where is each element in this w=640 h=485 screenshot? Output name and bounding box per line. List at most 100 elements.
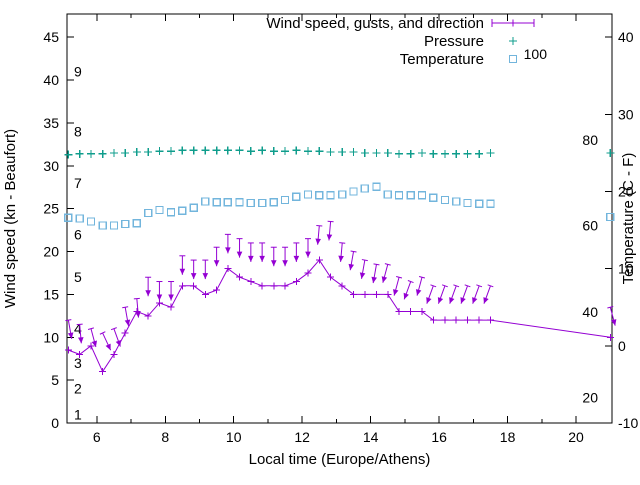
gust-arrow-head bbox=[326, 234, 333, 241]
gust-arrow-head bbox=[371, 276, 377, 284]
gust-arrow-head bbox=[105, 343, 111, 351]
temperature-point bbox=[486, 199, 495, 208]
temperature-point bbox=[315, 191, 324, 200]
gust-arrow-head bbox=[145, 290, 151, 297]
temperature-point bbox=[349, 187, 358, 196]
y-left-tick-label: 40 bbox=[43, 72, 59, 88]
temperature-point bbox=[360, 184, 369, 193]
legend-label: Wind speed, gusts, and direction bbox=[266, 15, 484, 32]
gust-arrow-head bbox=[449, 297, 455, 304]
temperature-point bbox=[246, 198, 255, 208]
temperature-point bbox=[212, 198, 221, 207]
gust-arrow-head bbox=[202, 273, 209, 280]
gust-arrow-head bbox=[392, 289, 399, 296]
temperature-point bbox=[440, 195, 450, 205]
gust-arrow-head bbox=[259, 255, 265, 262]
y-right-tick-label: 0 bbox=[618, 338, 626, 354]
fahrenheit-scale-label: 20 bbox=[582, 390, 598, 406]
gust-arrow-head bbox=[338, 255, 344, 262]
gust-arrow-head bbox=[236, 251, 243, 258]
plot-border bbox=[66, 13, 613, 424]
beaufort-scale-label: 1 bbox=[74, 406, 82, 422]
gust-arrow-head bbox=[472, 297, 478, 304]
temperature-point bbox=[189, 203, 198, 212]
gust-arrow-head bbox=[124, 319, 131, 326]
temperature-point bbox=[86, 217, 96, 226]
gust-arrow-head bbox=[179, 268, 186, 275]
gust-arrow-head bbox=[305, 251, 311, 258]
temperature-point bbox=[406, 191, 415, 200]
beaufort-scale-label: 8 bbox=[74, 123, 82, 139]
temperature-point bbox=[64, 213, 73, 222]
beaufort-scale-label: 9 bbox=[74, 63, 82, 79]
gust-arrow-cap bbox=[327, 220, 334, 223]
y-left-tick-label: 5 bbox=[51, 372, 59, 388]
gust-arrow-head bbox=[415, 289, 422, 296]
x-tick-label: 20 bbox=[568, 429, 584, 445]
gust-arrow-head bbox=[293, 255, 300, 262]
y-left-tick-label: 0 bbox=[51, 415, 59, 431]
gust-arrow-head bbox=[225, 247, 231, 254]
temperature-point bbox=[606, 212, 615, 222]
gust-arrow-head bbox=[115, 339, 121, 347]
temperature-point bbox=[280, 195, 290, 205]
gust-arrow-head bbox=[91, 340, 98, 348]
beaufort-scale-label: 3 bbox=[74, 355, 82, 371]
y-right-tick-label: -10 bbox=[618, 415, 638, 431]
y-left-tick-label: 30 bbox=[43, 158, 59, 174]
gust-arrow-head bbox=[348, 263, 355, 271]
x-tick-label: 14 bbox=[363, 429, 379, 445]
temperature-point bbox=[292, 192, 301, 202]
y-left-tick-label: 35 bbox=[43, 115, 59, 131]
gust-arrow-head bbox=[359, 272, 366, 279]
gust-arrow-cap bbox=[407, 280, 414, 284]
y-left-tick-label: 15 bbox=[43, 286, 59, 302]
x-tick-label: 10 bbox=[226, 429, 242, 445]
gust-arrow-head bbox=[282, 260, 288, 267]
fahrenheit-scale-label: 60 bbox=[582, 217, 598, 233]
temperature-point bbox=[143, 208, 153, 218]
temperature-point bbox=[303, 190, 313, 199]
legend-label: Temperature bbox=[400, 51, 484, 68]
beaufort-scale-label: 4 bbox=[74, 321, 82, 337]
temperature-point bbox=[429, 193, 438, 202]
temperature-point bbox=[338, 190, 347, 199]
gust-arrow-head bbox=[403, 292, 409, 300]
x-tick-label: 8 bbox=[161, 429, 169, 445]
temperature-point bbox=[372, 182, 381, 192]
fahrenheit-scale-label: 80 bbox=[582, 132, 598, 148]
y-right-tick-label: 20 bbox=[618, 183, 634, 199]
x-tick-label: 16 bbox=[431, 429, 447, 445]
gust-arrow-head bbox=[213, 260, 220, 267]
gust-arrow-head bbox=[248, 255, 254, 262]
gust-arrow-cap bbox=[87, 327, 94, 330]
gust-arrow-cap bbox=[350, 250, 357, 253]
temperature-point bbox=[452, 197, 461, 206]
gust-arrow-head bbox=[315, 238, 321, 245]
y-left-tick-label: 20 bbox=[43, 244, 59, 260]
gust-arrow-head bbox=[67, 332, 74, 339]
beaufort-scale-label: 7 bbox=[74, 175, 82, 191]
temperature-point bbox=[326, 191, 335, 200]
temperature-point bbox=[201, 197, 210, 206]
gust-arrow-head bbox=[426, 297, 432, 304]
y-left-tick-label: 25 bbox=[43, 201, 59, 217]
gust-arrow-head bbox=[156, 294, 163, 301]
temperature-point bbox=[257, 198, 267, 208]
gust-arrow-cap bbox=[464, 284, 471, 288]
temperature-point bbox=[178, 206, 187, 215]
gust-arrow-cap bbox=[361, 259, 368, 262]
x-tick-label: 18 bbox=[500, 429, 516, 445]
y-right-tick-label: 40 bbox=[618, 29, 634, 45]
x-axis-title: Local time (Europe/Athens) bbox=[249, 451, 431, 468]
y-left-axis-title: Wind speed (kn - Beaufort) bbox=[2, 129, 19, 308]
temperature-point bbox=[166, 208, 176, 217]
gust-arrow-head bbox=[610, 319, 617, 326]
temperature-point bbox=[121, 219, 130, 229]
temperature-point bbox=[269, 198, 278, 207]
beaufort-scale-label: 2 bbox=[74, 381, 82, 397]
beaufort-scale-label: 5 bbox=[74, 269, 82, 285]
gust-arrow-cap bbox=[133, 297, 140, 300]
